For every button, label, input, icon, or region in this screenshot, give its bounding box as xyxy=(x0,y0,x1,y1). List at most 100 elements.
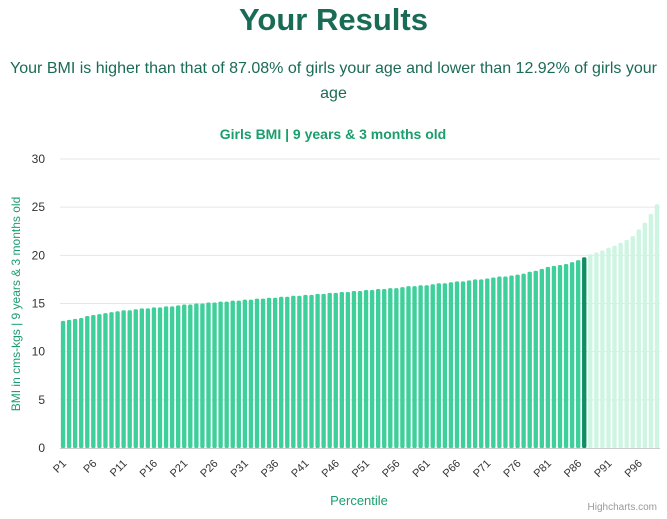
bar-p59[interactable] xyxy=(412,286,417,448)
bar-p32[interactable] xyxy=(248,299,254,448)
bar-p13[interactable] xyxy=(133,309,138,448)
bar-p47[interactable] xyxy=(339,291,344,448)
bar-p94[interactable] xyxy=(624,239,629,448)
bar-p16[interactable] xyxy=(151,307,157,448)
bar-p35[interactable] xyxy=(266,297,272,448)
bar-p54[interactable] xyxy=(382,289,387,448)
bar-p6[interactable] xyxy=(91,315,96,448)
bar-p50[interactable] xyxy=(357,290,363,448)
bar-p90[interactable] xyxy=(600,250,605,448)
bar-p81[interactable] xyxy=(545,266,551,448)
bar-p17[interactable] xyxy=(157,307,163,448)
bar-p22[interactable] xyxy=(188,304,193,448)
bar-p30[interactable] xyxy=(236,300,241,448)
bar-p92[interactable] xyxy=(612,245,617,448)
bar-p79[interactable] xyxy=(533,270,538,448)
bar-p86[interactable] xyxy=(576,260,581,448)
bar-p68[interactable] xyxy=(466,280,472,448)
bar-p29[interactable] xyxy=(230,300,235,448)
bar-p26[interactable] xyxy=(212,302,217,448)
bar-p42[interactable] xyxy=(309,294,314,448)
bar-p46[interactable] xyxy=(333,292,338,448)
bar-p21[interactable] xyxy=(182,304,187,448)
bar-p23[interactable] xyxy=(194,303,199,449)
bar-p76[interactable] xyxy=(515,274,520,448)
bar-p82[interactable] xyxy=(551,265,557,448)
bar-p38[interactable] xyxy=(285,296,290,448)
bar-p66[interactable] xyxy=(454,281,460,448)
bar-p80[interactable] xyxy=(539,268,544,448)
bar-p15[interactable] xyxy=(145,308,151,448)
bar-p18[interactable] xyxy=(163,306,169,448)
bar-p37[interactable] xyxy=(279,296,284,448)
highcharts-credit[interactable]: Highcharts.com xyxy=(587,502,657,513)
bar-p52[interactable] xyxy=(369,290,375,448)
bar-p36[interactable] xyxy=(272,297,278,448)
bar-p58[interactable] xyxy=(406,286,411,448)
bar-p85[interactable] xyxy=(569,262,575,448)
bar-p97[interactable] xyxy=(642,222,648,448)
bar-p98[interactable] xyxy=(648,213,654,448)
bar-p8[interactable] xyxy=(103,313,108,448)
bar-p27[interactable] xyxy=(218,301,223,448)
bar-p64[interactable] xyxy=(442,283,448,448)
bar-p19[interactable] xyxy=(169,306,175,448)
bar-p44[interactable] xyxy=(321,293,326,448)
bar-p96[interactable] xyxy=(636,229,641,448)
bar-p88[interactable] xyxy=(588,254,593,448)
bar-p24[interactable] xyxy=(200,303,205,449)
bar-p49[interactable] xyxy=(351,290,357,448)
bar-p83[interactable] xyxy=(557,264,563,448)
bar-p69[interactable] xyxy=(472,279,478,448)
bar-p74[interactable] xyxy=(503,276,508,448)
bar-p55[interactable] xyxy=(388,288,393,448)
bar-p61[interactable] xyxy=(424,285,429,448)
bar-p65[interactable] xyxy=(448,282,454,448)
bar-p62[interactable] xyxy=(430,284,435,448)
bar-p93[interactable] xyxy=(618,242,623,448)
bar-p95[interactable] xyxy=(630,236,635,448)
bar-p91[interactable] xyxy=(606,247,611,448)
bar-p57[interactable] xyxy=(400,287,405,448)
bar-p12[interactable] xyxy=(127,310,132,448)
bar-current-percentile[interactable] xyxy=(582,257,587,448)
bar-p25[interactable] xyxy=(206,302,211,448)
bar-p9[interactable] xyxy=(109,312,114,448)
bar-p71[interactable] xyxy=(485,278,490,448)
bar-p43[interactable] xyxy=(315,293,320,448)
bar-p67[interactable] xyxy=(460,281,466,448)
bar-p31[interactable] xyxy=(242,299,248,448)
bar-p11[interactable] xyxy=(121,310,126,448)
bar-p33[interactable] xyxy=(254,298,260,448)
bar-p7[interactable] xyxy=(97,314,102,448)
bar-p28[interactable] xyxy=(224,301,229,448)
bar-p5[interactable] xyxy=(85,316,90,448)
bar-p20[interactable] xyxy=(176,305,181,448)
bar-p84[interactable] xyxy=(563,264,569,448)
bar-p89[interactable] xyxy=(594,252,599,448)
bar-p51[interactable] xyxy=(363,290,369,448)
bar-p48[interactable] xyxy=(345,291,351,448)
bar-p3[interactable] xyxy=(72,318,78,448)
bar-p72[interactable] xyxy=(491,277,496,448)
bar-p99[interactable] xyxy=(654,204,660,448)
bar-p70[interactable] xyxy=(479,279,484,448)
bar-p60[interactable] xyxy=(418,285,423,448)
bar-p2[interactable] xyxy=(66,319,72,448)
bar-p10[interactable] xyxy=(115,311,120,448)
bar-p14[interactable] xyxy=(139,308,144,448)
bar-p78[interactable] xyxy=(527,271,532,448)
bar-p77[interactable] xyxy=(521,273,526,448)
bar-p40[interactable] xyxy=(297,295,302,448)
bar-p4[interactable] xyxy=(79,317,84,448)
bar-p56[interactable] xyxy=(394,288,399,448)
bar-p41[interactable] xyxy=(303,294,308,448)
bar-p63[interactable] xyxy=(436,283,441,448)
bar-p45[interactable] xyxy=(327,292,332,448)
bar-p1[interactable] xyxy=(60,320,66,448)
bar-p75[interactable] xyxy=(509,275,514,448)
bar-p53[interactable] xyxy=(376,289,381,448)
bar-p34[interactable] xyxy=(260,298,266,448)
bar-p73[interactable] xyxy=(497,276,502,448)
bar-p39[interactable] xyxy=(291,295,296,448)
